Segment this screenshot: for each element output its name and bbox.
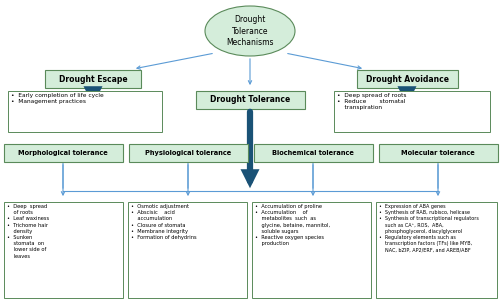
Text: Drought Escape: Drought Escape [58, 75, 128, 83]
Text: Physiological tolerance: Physiological tolerance [145, 150, 231, 156]
FancyBboxPatch shape [356, 70, 458, 88]
Text: •  Osmotic adjustment
•  Abscisic    acid
    accumulation
•  Closure of stomata: • Osmotic adjustment • Abscisic acid acc… [131, 204, 196, 240]
FancyBboxPatch shape [45, 70, 141, 88]
Text: •  Expression of ABA genes
•  Synthesis of RAB, rubisco, helicase
•  Synthesis o: • Expression of ABA genes • Synthesis of… [379, 204, 479, 253]
FancyBboxPatch shape [252, 201, 370, 297]
FancyBboxPatch shape [4, 144, 122, 162]
FancyBboxPatch shape [376, 201, 496, 297]
Text: Drought Avoidance: Drought Avoidance [366, 75, 448, 83]
FancyBboxPatch shape [128, 144, 248, 162]
FancyBboxPatch shape [378, 144, 498, 162]
Text: Morphological tolerance: Morphological tolerance [18, 150, 108, 156]
Text: •  Accumulation of proline
•  Accumulation    of
    metabolites  such  as
    g: • Accumulation of proline • Accumulation… [255, 204, 330, 246]
FancyBboxPatch shape [8, 91, 162, 132]
Text: •  Early completion of life cycle
•  Management practices: • Early completion of life cycle • Manag… [11, 93, 104, 104]
FancyBboxPatch shape [196, 91, 304, 109]
Text: Biochemical tolerance: Biochemical tolerance [272, 150, 354, 156]
Text: Drought
Tolerance
Mechanisms: Drought Tolerance Mechanisms [226, 15, 274, 47]
FancyBboxPatch shape [334, 91, 490, 132]
Text: •  Deep spread of roots
•  Reduce       stomatal
    transpiration: • Deep spread of roots • Reduce stomatal… [337, 93, 406, 110]
Text: •  Deep  spread
    of roots
•  Leaf waxiness
•  Trichome hair
    density
•  Su: • Deep spread of roots • Leaf waxiness •… [7, 204, 49, 259]
Ellipse shape [205, 6, 295, 56]
Text: Drought Tolerance: Drought Tolerance [210, 95, 290, 104]
FancyBboxPatch shape [4, 201, 122, 297]
FancyBboxPatch shape [128, 201, 246, 297]
FancyBboxPatch shape [254, 144, 372, 162]
Text: Molecular tolerance: Molecular tolerance [401, 150, 475, 156]
